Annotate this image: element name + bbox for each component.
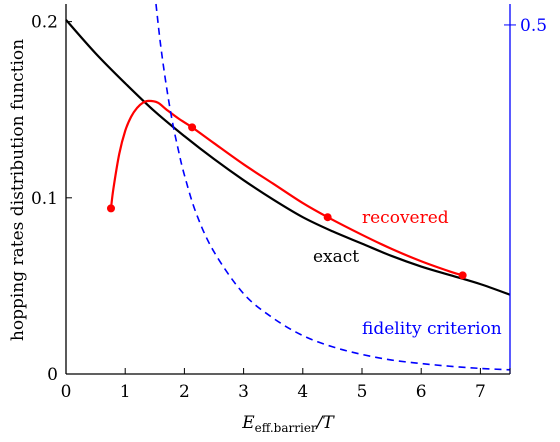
x-tick-label: 0 (61, 382, 72, 402)
axes: 0 1 2 3 4 5 6 7 0 0.1 0.2 0.5 (31, 4, 547, 402)
y-tick-label: 0.2 (31, 13, 58, 33)
series-line-exact (65, 19, 511, 296)
y-axis-label: hopping rates distribution function (8, 39, 28, 341)
annotation-recovered: recovered (362, 208, 449, 228)
y2-ticks: 0.5 (504, 16, 547, 36)
data-point-recovered (188, 123, 197, 132)
x-tick-label: 1 (120, 382, 131, 402)
series-line-recovered (109, 99, 463, 277)
x-tick-label: 3 (238, 382, 249, 402)
curves-layer (65, 3, 511, 371)
x-tick-label: 2 (179, 382, 190, 402)
x-tick-label: 4 (297, 382, 308, 402)
x-axis-label-sub: eff.barrier (255, 421, 317, 435)
x-axis-label: Eeff.barrier/T (241, 413, 335, 435)
x-axis-label-main: E (241, 413, 255, 433)
y-tick-label: 0.1 (31, 189, 58, 209)
series-line-fidelity-criterion (155, 3, 511, 371)
markers-layer (106, 123, 467, 280)
x-tick-label: 6 (416, 382, 427, 402)
x-tick-label: 7 (475, 382, 486, 402)
data-point-recovered (323, 213, 332, 222)
y2-tick-label: 0.5 (520, 16, 547, 36)
y-tick-label: 0 (47, 365, 58, 385)
x-ticks: 0 1 2 3 4 5 6 7 (61, 368, 511, 402)
data-point-recovered (458, 271, 467, 280)
plot-area (65, 3, 511, 371)
y-ticks: 0 0.1 0.2 (31, 13, 72, 385)
annotation-exact: exact (313, 247, 359, 267)
annotation-fidelity: fidelity criterion (362, 319, 502, 339)
data-point-recovered (106, 204, 115, 213)
x-tick-label: 5 (357, 382, 368, 402)
x-axis-label-tail: /T (315, 413, 336, 433)
